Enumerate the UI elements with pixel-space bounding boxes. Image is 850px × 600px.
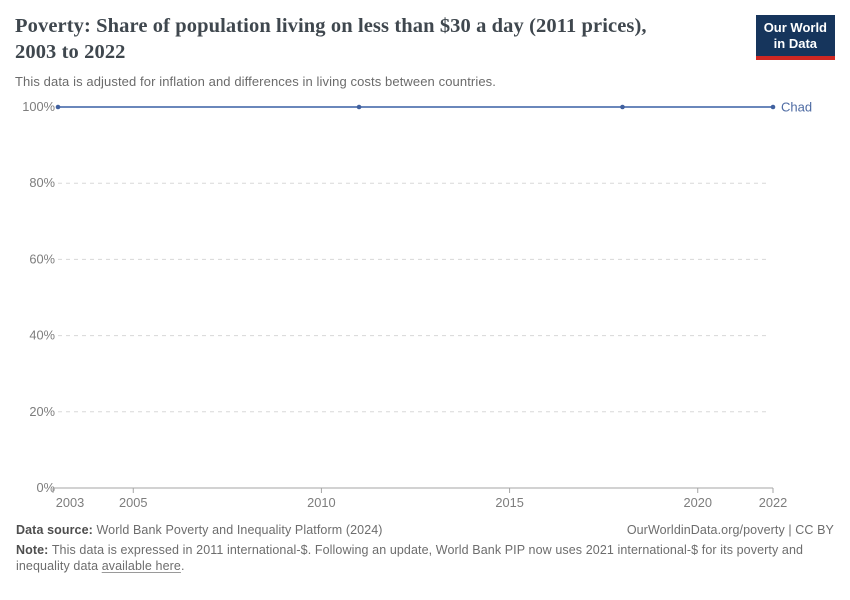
- x-tick-label: 2022: [759, 495, 787, 510]
- x-tick-label: 2020: [684, 495, 712, 510]
- owid-logo-line2: in Data: [773, 36, 818, 52]
- owid-logo-line1: Our World: [763, 20, 827, 35]
- note-text: This data is expressed in 2011 internati…: [16, 543, 804, 574]
- chart-subtitle: This data is adjusted for inflation and …: [15, 74, 496, 90]
- footer-note: Note: This data is expressed in 2011 int…: [16, 542, 834, 575]
- note-label: Note:: [16, 543, 49, 558]
- x-tick-label: 2010: [307, 495, 335, 510]
- license-text: OurWorldinData.org/poverty | CC BY: [626, 523, 834, 538]
- footer-source-row: Data source: World Bank Poverty and Ineq…: [16, 523, 834, 537]
- data-point[interactable]: [770, 104, 776, 110]
- available-here-link[interactable]: available here: [101, 559, 181, 574]
- y-tick-label: 40%: [29, 328, 55, 343]
- y-tick-label: 80%: [29, 175, 55, 190]
- data-source-text: World Bank Poverty and Inequality Platfo…: [96, 523, 383, 538]
- y-tick-label: 20%: [29, 404, 55, 419]
- y-tick-label: 0%: [37, 480, 56, 495]
- chart-header: Poverty: Share of population living on l…: [0, 0, 850, 89]
- x-tick-label: 2003: [56, 495, 84, 510]
- note-period: .: [180, 559, 185, 574]
- series-label[interactable]: Chad: [781, 100, 812, 115]
- x-tick-label: 2015: [495, 495, 523, 510]
- data-point[interactable]: [620, 104, 625, 110]
- data-source: Data source: World Bank Poverty and Ineq…: [16, 523, 383, 537]
- data-point[interactable]: [55, 104, 61, 110]
- chart-titles: Poverty: Share of population living on l…: [15, 13, 756, 89]
- chart-footer: Data source: World Bank Poverty and Ineq…: [0, 519, 850, 575]
- y-tick-label: 100%: [22, 99, 55, 114]
- y-tick-label: 60%: [29, 251, 55, 266]
- chart-title: Poverty: Share of population living on l…: [15, 15, 647, 64]
- owid-logo[interactable]: Our World in Data: [755, 15, 835, 60]
- data-source-label: Data source:: [16, 523, 93, 538]
- line-chart: 0% 20% 40% 60% 80% 100% 2003 2005 2010 2015 2020 20…: [22, 99, 812, 510]
- data-point[interactable]: [356, 104, 362, 110]
- x-tick-label: 2005: [119, 495, 147, 510]
